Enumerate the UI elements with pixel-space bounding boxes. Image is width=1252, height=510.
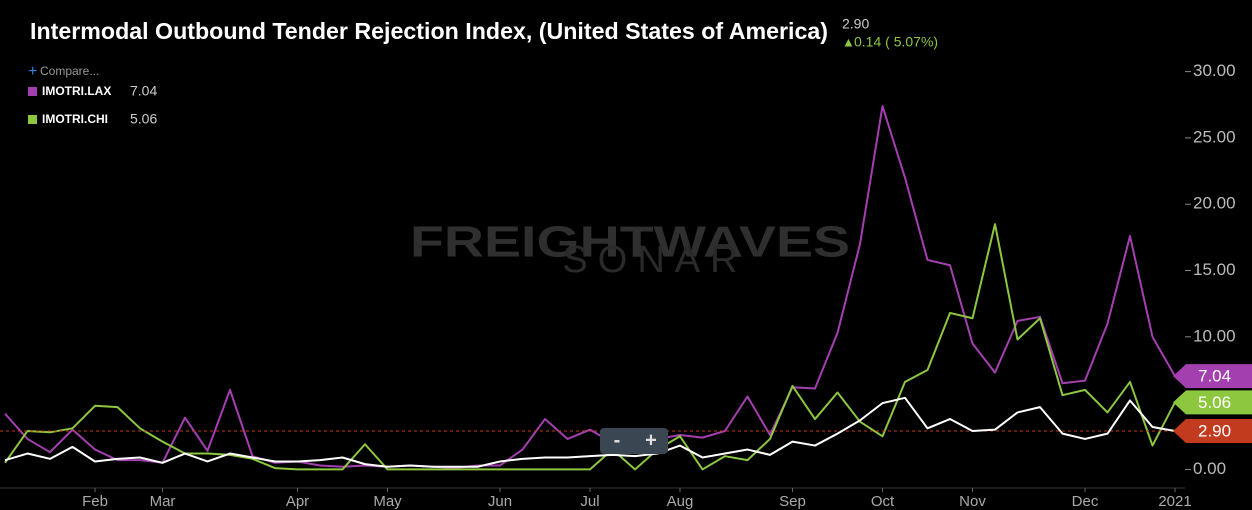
change: 0.14 ( 5.07%) [854, 34, 938, 50]
y-tick-label: 25.00 [1193, 127, 1236, 146]
x-tick-label: Nov [959, 493, 986, 510]
x-tick-label: Sep [779, 493, 806, 510]
x-tick-label: Jun [488, 493, 512, 510]
value-tag [1173, 390, 1252, 415]
legend-swatch [28, 87, 37, 96]
x-tick-label: Dec [1072, 493, 1099, 510]
series-line [4, 105, 1176, 470]
zoom-in[interactable]: + [645, 429, 657, 451]
x-tick-label: Mar [150, 493, 176, 510]
legend-swatch [28, 115, 37, 124]
header-value: 2.90 [842, 16, 869, 32]
watermark: FREIGHTWAVES [410, 218, 850, 267]
watermark: SONAR [562, 239, 747, 281]
x-tick-label: May [373, 493, 402, 510]
x-tick-label: Oct [871, 493, 895, 510]
y-tick-label: 20.00 [1193, 194, 1236, 213]
series-line [4, 396, 1176, 468]
change-arrow: ▲ [842, 34, 855, 49]
zoom-controls: - + [600, 428, 668, 454]
legend-value: 7.04 [130, 83, 157, 99]
zoom-box [600, 428, 668, 454]
series-line [4, 223, 1176, 471]
x-tick-label: 2021 [1158, 493, 1191, 510]
x-tick-label: Aug [667, 493, 694, 510]
y-tick-label: 15.00 [1193, 260, 1236, 279]
legend-label: IMOTRI.CHI [42, 112, 108, 126]
value-tag-label: 2.90 [1198, 421, 1231, 440]
y-tick-label: 30.00 [1193, 61, 1236, 80]
chart-title: Intermodal Outbound Tender Rejection Ind… [30, 18, 828, 44]
compare-link[interactable]: Compare... [40, 64, 99, 78]
x-tick-label: Jul [580, 493, 599, 510]
x-tick-label: Apr [286, 493, 309, 510]
value-tag [1173, 364, 1252, 389]
legend-value: 5.06 [130, 111, 157, 127]
y-tick-label: 0.00 [1193, 459, 1226, 478]
value-tag [1173, 418, 1252, 443]
value-tag-label: 7.04 [1198, 367, 1231, 386]
compare-icon[interactable]: + [28, 63, 37, 80]
value-tag-label: 5.06 [1198, 393, 1231, 412]
legend-label: IMOTRI.LAX [42, 84, 111, 98]
zoom-out[interactable]: - [614, 429, 621, 451]
x-tick-label: Feb [82, 493, 108, 510]
y-tick-label: 10.00 [1193, 326, 1236, 345]
